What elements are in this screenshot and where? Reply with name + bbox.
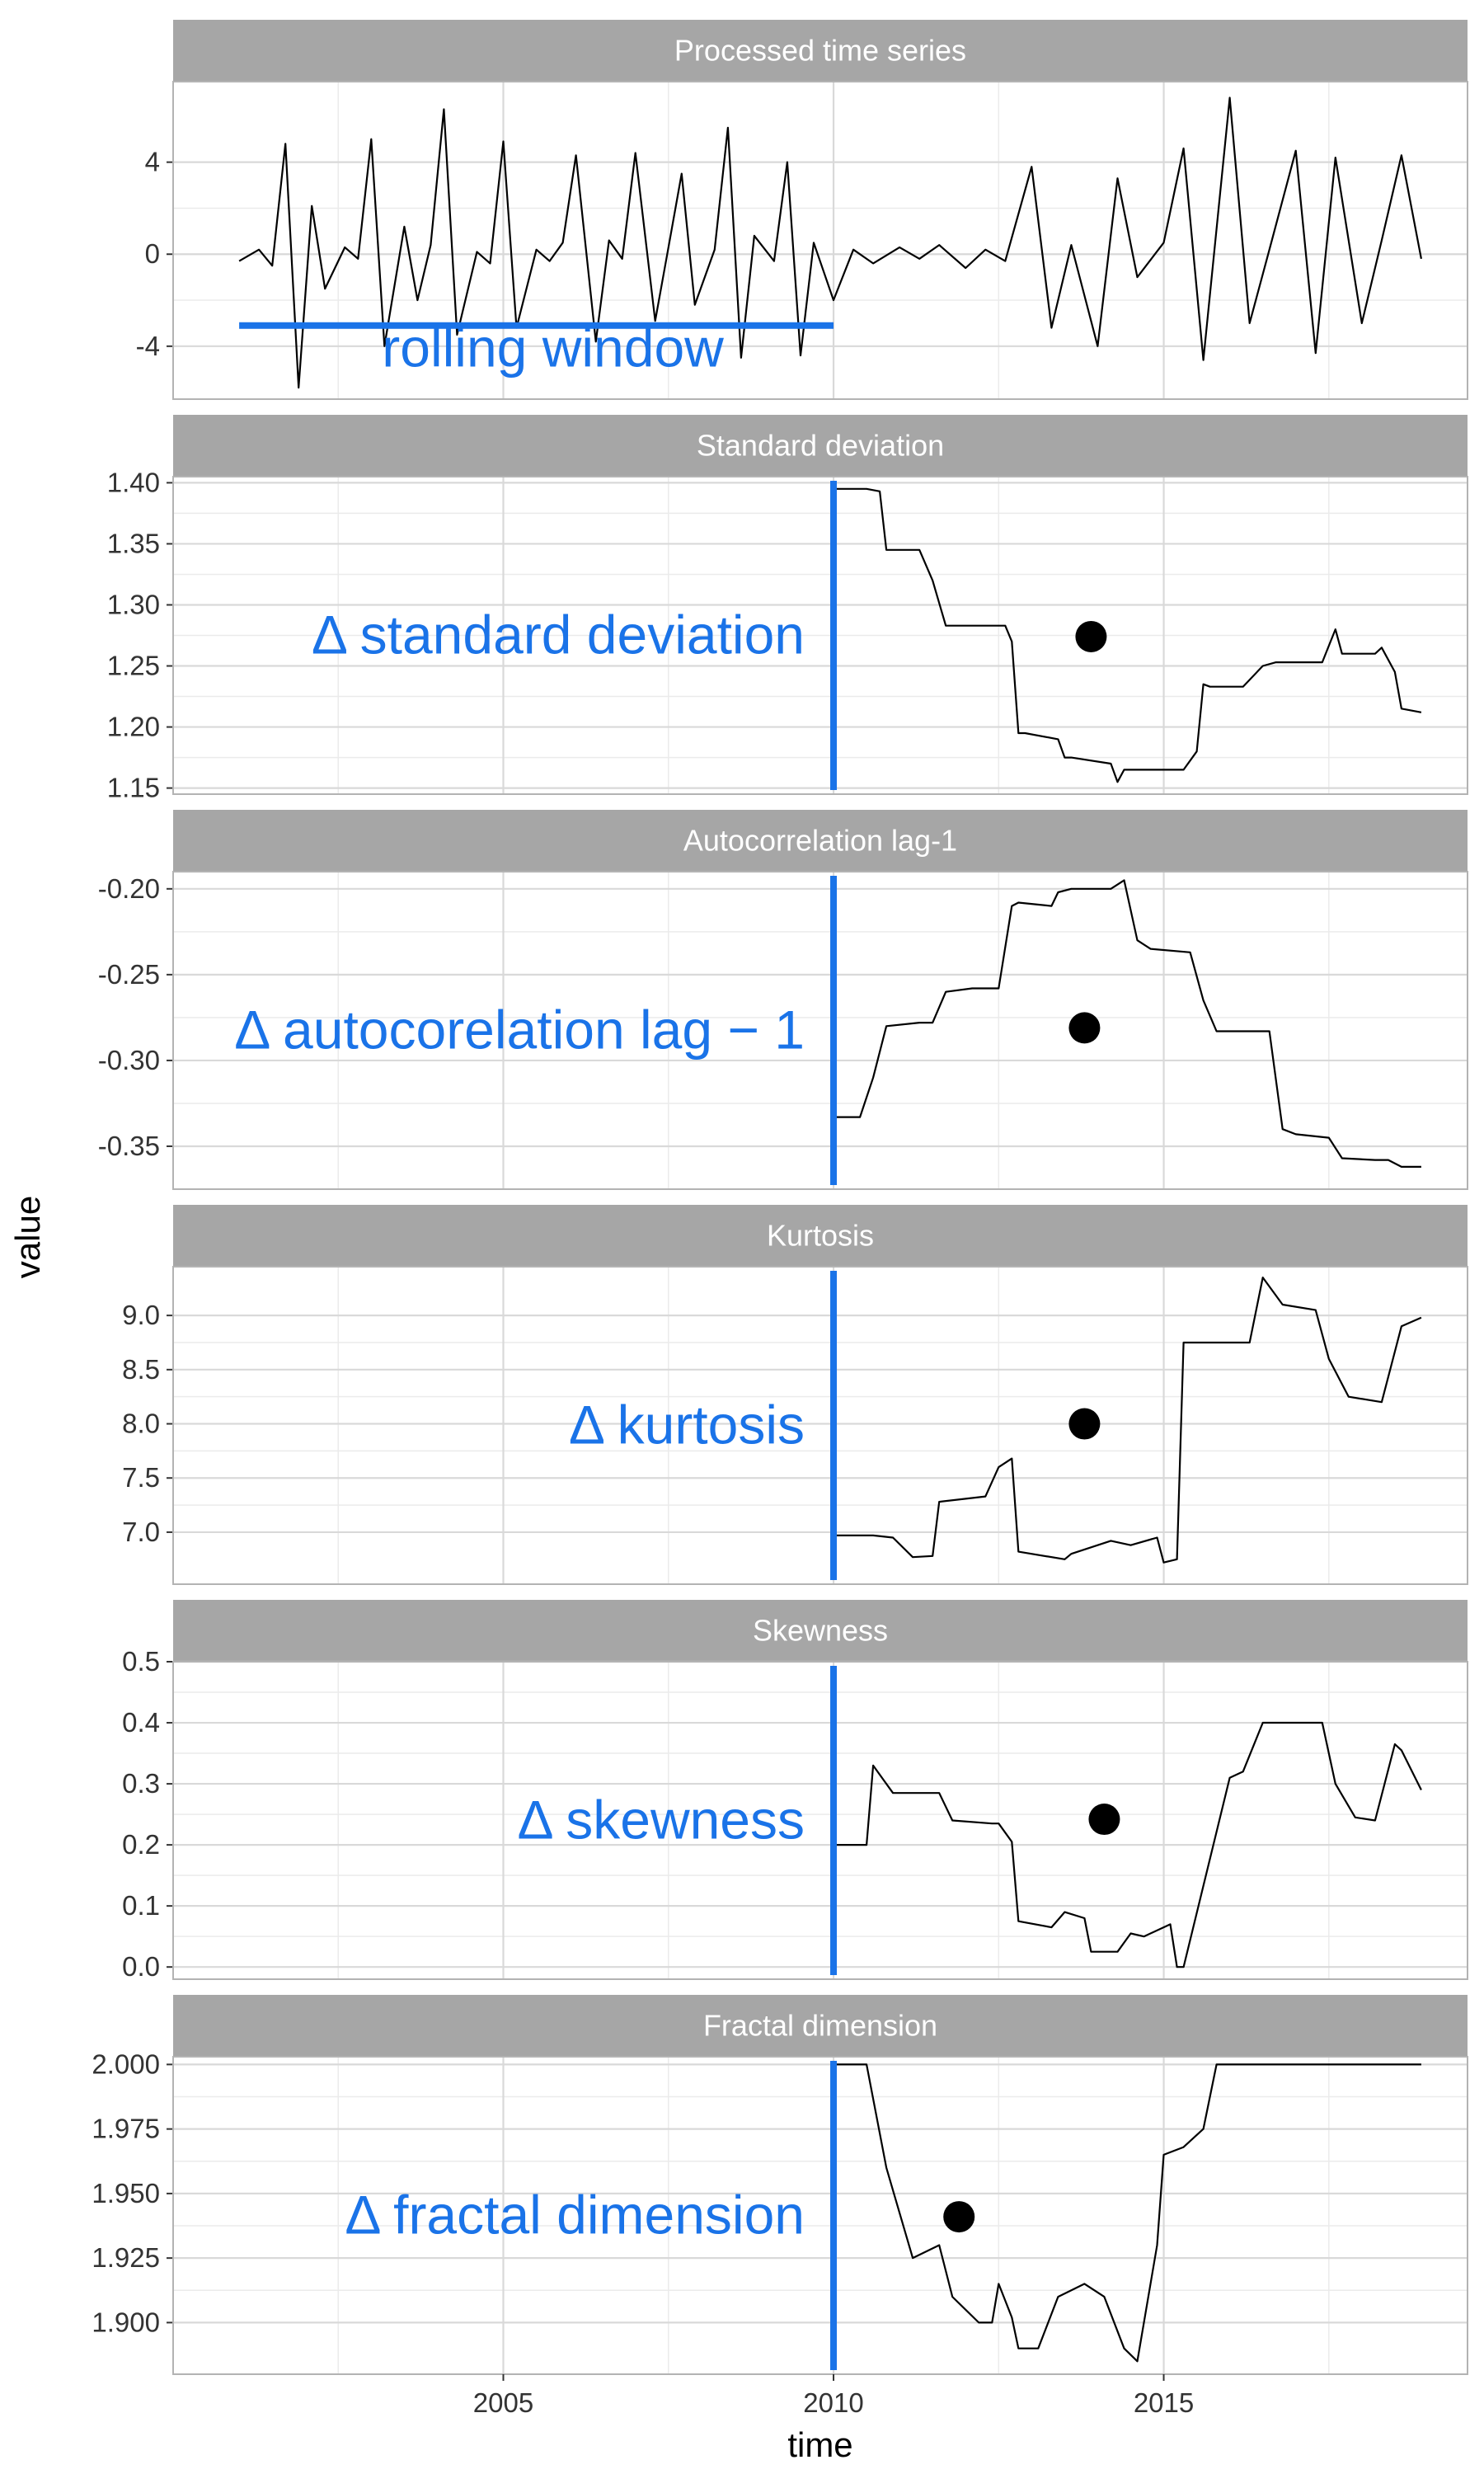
strip-background xyxy=(173,1600,1468,1662)
panel-1: Processed time series 4 0 -4 rolling window xyxy=(136,20,1468,400)
y-tick-label: -4 xyxy=(136,331,160,361)
annotation-label: Δ standard deviation xyxy=(312,604,805,666)
panel-6: Fractal dimension 2.000 1.975 1.950 1.925 1.9… xyxy=(92,1995,1468,2375)
y-tick-label: 0.1 xyxy=(122,1890,160,1921)
panel-4: Kurtosis 9.0 8.5 8.0 7.5 7.0 Δ kurtosis xyxy=(122,1205,1468,1585)
y-tick-label: 1.40 xyxy=(107,467,160,497)
panel-3: Autocorrelation lag-1 -0.20 -0.25 -0.30 -0.3… xyxy=(98,810,1468,1190)
y-tick-label: 8.0 xyxy=(122,1409,160,1439)
series-line xyxy=(834,1276,1422,1564)
y-tick-label: 1.925 xyxy=(92,2242,160,2273)
y-tick-label: 1.15 xyxy=(107,773,160,803)
y-tick-label: 1.975 xyxy=(92,2114,160,2144)
y-tick-label: 2.000 xyxy=(92,2048,160,2079)
strip-background xyxy=(173,1995,1468,2057)
y-tick-label: 1.950 xyxy=(92,2178,160,2208)
panel-title: Processed time series xyxy=(674,34,966,68)
y-tick-label: 0.4 xyxy=(122,1707,160,1738)
annotation-label: Δ autocorelation lag − 1 xyxy=(234,999,805,1061)
indicator-point xyxy=(943,2201,975,2233)
y-tick-label: -0.30 xyxy=(98,1045,160,1075)
y-tick-label: 7.0 xyxy=(122,1517,160,1547)
panel-border xyxy=(172,81,1468,400)
x-tick-label: 2015 xyxy=(1134,2387,1194,2418)
series-line xyxy=(834,487,1422,783)
y-tick-label: 8.5 xyxy=(122,1354,160,1385)
y-tick-label: 9.0 xyxy=(122,1300,160,1330)
series-line xyxy=(238,96,1422,389)
annotation-label: Δ fractal dimension xyxy=(345,2185,805,2246)
panel-title: Standard deviation xyxy=(697,429,944,463)
strip-background xyxy=(173,1205,1468,1267)
x-tick-label: 2010 xyxy=(803,2387,863,2418)
strip-background xyxy=(173,20,1468,82)
indicator-point xyxy=(1075,620,1107,652)
panel-title: Autocorrelation lag-1 xyxy=(683,824,957,858)
panel-border xyxy=(172,1661,1468,1980)
panel-2: Standard deviation 1.40 1.35 1.30 1.25 1.20 1.… xyxy=(107,415,1468,803)
y-tick-label: 1.900 xyxy=(92,2307,160,2337)
indicator-point xyxy=(1068,1012,1101,1044)
x-tick-label: 2005 xyxy=(473,2387,533,2418)
y-tick-label: 1.30 xyxy=(107,589,160,619)
y-tick-label: 4 xyxy=(145,147,160,177)
y-tick-label: 1.20 xyxy=(107,712,160,742)
annotation-label: Δ kurtosis xyxy=(569,1395,805,1456)
strip-background xyxy=(173,810,1468,872)
y-tick-label: 0.5 xyxy=(122,1646,160,1677)
y-tick-label: 0.0 xyxy=(122,1951,160,1982)
y-tick-label: 0.3 xyxy=(122,1768,160,1799)
y-axis-title: value xyxy=(8,1196,47,1278)
annotation-label: rolling window xyxy=(382,317,724,379)
annotation-label: Δ skewness xyxy=(517,1790,805,1851)
y-tick-label: 1.35 xyxy=(107,528,160,558)
x-axis: 2005 2010 2015 xyxy=(473,2374,1194,2418)
y-tick-label: 0 xyxy=(145,238,160,269)
plot-area xyxy=(173,1267,1468,1584)
series-line xyxy=(834,2063,1421,2363)
strip-background xyxy=(173,415,1468,477)
plot-area xyxy=(173,2057,1468,2374)
panel-title: Fractal dimension xyxy=(703,2009,937,2043)
indicator-point xyxy=(1068,1408,1101,1440)
indicator-point xyxy=(1088,1804,1120,1836)
y-tick-label: 0.2 xyxy=(122,1829,160,1860)
x-axis-title: time xyxy=(787,2425,852,2464)
panel-border xyxy=(172,476,1468,795)
y-tick-label: 1.25 xyxy=(107,651,160,681)
panel-5: Skewness 0.5 0.4 0.3 0.2 0.1 0.0 Δ skewness xyxy=(122,1600,1468,1982)
plot-area xyxy=(173,82,1468,399)
y-tick-label: -0.25 xyxy=(98,959,160,990)
panel-border xyxy=(172,2056,1468,2375)
panel-title: Skewness xyxy=(753,1614,888,1648)
y-tick-label: -0.20 xyxy=(98,873,160,904)
y-tick-label: -0.35 xyxy=(98,1131,160,1161)
panel-border xyxy=(172,871,1468,1190)
series-line xyxy=(834,879,1421,1169)
series-line xyxy=(834,1721,1422,1968)
panel-border xyxy=(172,1266,1468,1585)
panel-title: Kurtosis xyxy=(767,1219,874,1253)
y-tick-label: 7.5 xyxy=(122,1462,160,1493)
chart-panels: Processed time series 4 0 -4 rolling window S… xyxy=(92,20,1468,2375)
plot-area xyxy=(173,1662,1468,1979)
